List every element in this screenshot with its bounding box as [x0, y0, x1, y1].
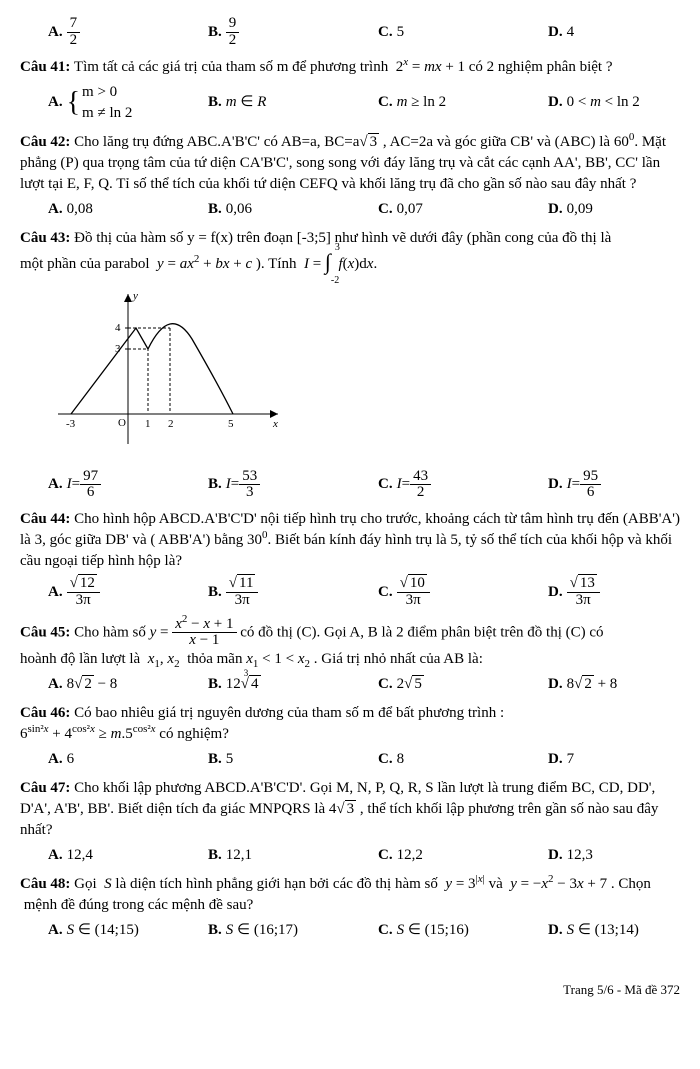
q47-text: Cho khối lập phương ABCD.A'B'C'D'. Gọi M… — [20, 780, 658, 838]
question-47: Câu 47: Cho khối lập phương ABCD.A'B'C'D… — [20, 778, 680, 841]
q46-expr: 6sin²x + 4cos²x ≥ m.5cos²x có nghiệm? — [20, 724, 680, 745]
svg-text:y: y — [132, 290, 138, 302]
q45-d: 8√2 + 8 — [567, 674, 618, 695]
q45-num: Câu 45: — [20, 624, 70, 640]
q43-a-d: 6 — [80, 485, 101, 501]
q42-a: 0,08 — [67, 199, 93, 220]
q47-a: 12,4 — [67, 845, 93, 866]
q43-num: Câu 43: — [20, 230, 70, 246]
q46-text: Có bao nhiêu giá trị nguyên dương của th… — [74, 705, 504, 721]
q48-d: S ∈ (13;14) — [567, 920, 639, 941]
q43-b-n: 53 — [239, 469, 260, 486]
q41-text: Tìm tất cả các giá trị của tham số m để … — [74, 59, 613, 75]
q42-b: 0,06 — [226, 199, 252, 220]
svg-text:-3: -3 — [66, 418, 76, 430]
q44-a: 12 — [78, 574, 97, 591]
q41-c-label: C. — [378, 92, 393, 113]
q41-c: m ≥ ln 2 — [397, 92, 447, 113]
q44-text: Cho hình hộp ABCD.A'B'C'D' nội tiếp hình… — [20, 511, 680, 569]
q48-c: S ∈ (15;16) — [397, 920, 469, 941]
q42-c: 0,07 — [397, 199, 423, 220]
question-42: Câu 42: Cho lăng trụ đứng ABC.A'B'C' có … — [20, 132, 680, 195]
int-upper: 3 — [335, 241, 340, 255]
q42-num: Câu 42: — [20, 134, 70, 150]
q41-num: Câu 41: — [20, 59, 70, 75]
question-46: Câu 46: Có bao nhiêu giá trị nguyên dươn… — [20, 703, 680, 724]
opt-b-value: 92 — [226, 16, 240, 49]
opt-b-label: B. — [208, 22, 222, 43]
q46-d: 7 — [567, 749, 575, 770]
q47-b: 12,1 — [226, 845, 252, 866]
q43-d-d: 6 — [580, 485, 601, 501]
q46-b: 5 — [226, 749, 234, 770]
q44-c: 10 — [408, 574, 427, 591]
q45-t2: có đồ thị (C). Gọi A, B là 2 điểm phân b… — [240, 624, 603, 640]
svg-text:5: 5 — [228, 418, 234, 430]
question-48: Câu 48: Gọi S là diện tích hình phẳng gi… — [20, 874, 680, 916]
q43-t2: một phần của parabol y = ax2 + bx + c ).… — [20, 253, 680, 276]
q41-d: 0 < m < ln 2 — [567, 92, 640, 113]
q42-text: Cho lăng trụ đứng ABC.A'B'C' có AB=a, BC… — [20, 134, 666, 192]
q43-graph: y x O -3 1 2 5 3 4 — [48, 284, 680, 461]
q43-c-n: 43 — [410, 469, 431, 486]
opt-a-label: A. — [48, 22, 63, 43]
q41-b: m ∈ R — [226, 92, 267, 113]
brace-icon: { — [67, 90, 80, 115]
q40-options: A. 72 B. 92 C. 5 D. 4 — [48, 16, 680, 49]
opt-c-value: 5 — [397, 22, 405, 43]
q45-c: 2√5 — [397, 674, 424, 695]
svg-text:4: 4 — [115, 322, 121, 334]
q45-b: 123√4 — [226, 674, 261, 695]
q47-num: Câu 47: — [20, 780, 70, 796]
question-45: Câu 45: Cho hàm số y = x2 − x + 1x − 1 c… — [20, 617, 680, 650]
integral-icon: ∫ — [325, 249, 331, 274]
q44-b: 11 — [237, 574, 255, 591]
q41-a-label: A. — [48, 92, 63, 113]
opt-d-value: 4 — [567, 22, 575, 43]
q43-b-d: 3 — [239, 485, 260, 501]
q46-c: 8 — [397, 749, 405, 770]
q45-fd: x − 1 — [172, 633, 236, 649]
question-41: Câu 41: Tìm tất cả các giá trị của tham … — [20, 57, 680, 78]
q41-a-bot: m ≠ ln 2 — [82, 103, 132, 124]
q44-num: Câu 44: — [20, 511, 70, 527]
q43-c-d: 2 — [410, 485, 431, 501]
q48-b: S ∈ (16;17) — [226, 920, 298, 941]
svg-text:x: x — [272, 418, 278, 430]
q42-d: 0,09 — [567, 199, 593, 220]
opt-a-value: 72 — [67, 16, 81, 49]
opt-c-label: C. — [378, 22, 393, 43]
q48-num: Câu 48: — [20, 876, 70, 892]
q41-d-label: D. — [548, 92, 563, 113]
q48-text: Gọi S là diện tích hình phẳng giới hạn b… — [20, 876, 651, 913]
q41-a-top: m > 0 — [82, 82, 132, 103]
q41-b-label: B. — [208, 92, 222, 113]
page-footer: Trang 5/6 - Mã đề 372 — [20, 981, 680, 999]
q48-a: S ∈ (14;15) — [67, 920, 139, 941]
svg-text:1: 1 — [145, 418, 151, 430]
question-44: Câu 44: Cho hình hộp ABCD.A'B'C'D' nội t… — [20, 509, 680, 572]
q43-d-n: 95 — [580, 469, 601, 486]
int-lower: -2 — [331, 274, 339, 288]
q45-t1: Cho hàm số — [74, 624, 149, 640]
q45-t3: hoành độ lần lượt là x1, x2 thỏa mãn x1 … — [20, 649, 680, 670]
q47-d: 12,3 — [567, 845, 593, 866]
q46-a: 6 — [67, 749, 75, 770]
q43-t1: Đồ thị của hàm số y = f(x) trên đoạn [-3… — [74, 230, 611, 246]
opt-d-label: D. — [548, 22, 563, 43]
q47-c: 12,2 — [397, 845, 423, 866]
q45-a: 8√2 − 8 — [67, 674, 118, 695]
q44-d: 13 — [578, 574, 597, 591]
q43-a-n: 97 — [80, 469, 101, 486]
svg-text:2: 2 — [168, 418, 174, 430]
svg-text:O: O — [118, 417, 126, 429]
q45-fn: x2 − x + 1 — [172, 617, 236, 634]
q46-num: Câu 46: — [20, 705, 70, 721]
question-43: Câu 43: Đồ thị của hàm số y = f(x) trên … — [20, 228, 680, 249]
